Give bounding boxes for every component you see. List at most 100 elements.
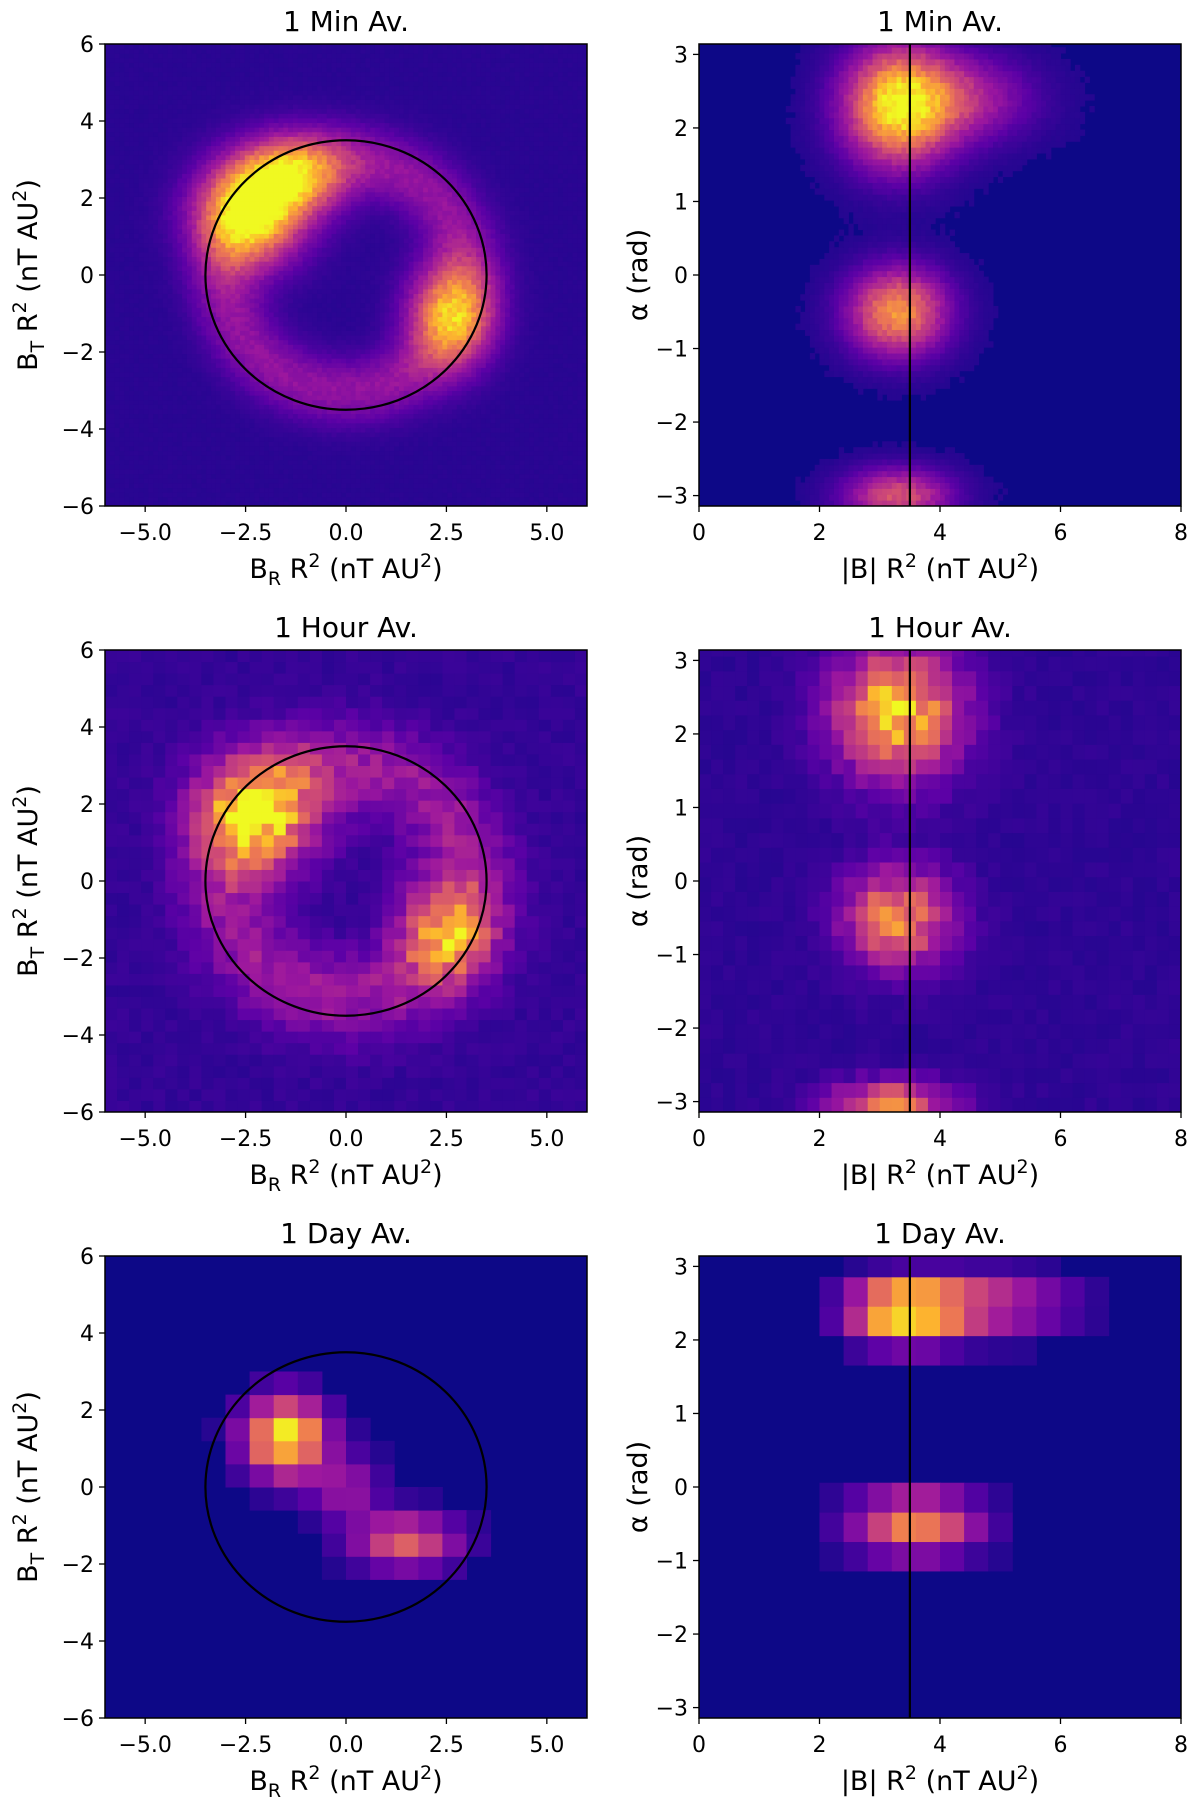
x-tick-label: 2.5 — [429, 1127, 464, 1152]
y-tick-label: −2 — [62, 1553, 94, 1578]
y-tick-label: 3 — [674, 1255, 688, 1280]
y-tick-label: −3 — [656, 1697, 688, 1722]
panel-p5: −5.0 −2.5 0.0 2.5 5.0 −6 −4 −2 0 2 4 6 1 Day Av. BR R… — [9, 1217, 588, 1802]
x-tick-label: 4 — [933, 1733, 947, 1758]
panel-title: 1 Day Av. — [280, 1217, 412, 1250]
x-tick-label: 5.0 — [529, 521, 564, 546]
x-tick-label: 0 — [692, 1733, 706, 1758]
y-tick-label: 3 — [674, 649, 688, 674]
y-tick-label: 0 — [80, 264, 94, 289]
panel-p3: −5.0 −2.5 0.0 2.5 5.0 −6 −4 −2 0 2 4 6 1 Hour Av. BR … — [9, 611, 588, 1196]
y-tick-label: 4 — [80, 716, 94, 741]
y-tick-label: −4 — [62, 1024, 94, 1049]
reference-circle — [204, 139, 488, 411]
y-tick-label: −4 — [62, 1630, 94, 1655]
y-tick-label: 3 — [674, 43, 688, 68]
y-tick-label: 0 — [674, 264, 688, 289]
y-axis-label: BT R2 (nT AU2) — [9, 1391, 49, 1583]
y-tick-label: 2 — [674, 1329, 688, 1354]
x-tick-label: 6 — [1054, 1733, 1068, 1758]
panel-p2: 0 2 4 6 8 −3 −2 −1 0 1 2 3 1 Min Av. |B| R2 (nT AU2) α… — [623, 5, 1188, 585]
y-axis-label: α (rad) — [623, 835, 654, 927]
panel-p1: −5.0 −2.5 0.0 2.5 5.0 −6 −4 −2 0 2 4 6 1 Min Av. BR R… — [9, 5, 588, 590]
x-axis-label: |B| R2 (nT AU2) — [841, 550, 1039, 585]
y-tick-label: −6 — [62, 1707, 94, 1732]
y-tick-label: −2 — [656, 1017, 688, 1042]
y-tick-label: −2 — [656, 411, 688, 436]
y-axis-label: α (rad) — [623, 1441, 654, 1533]
y-tick-label: 0 — [674, 1476, 688, 1501]
y-tick-label: 6 — [80, 1245, 94, 1270]
y-tick-label: 6 — [80, 33, 94, 58]
y-tick-label: −1 — [656, 1550, 688, 1575]
x-tick-label: 8 — [1174, 521, 1188, 546]
x-tick-label: −2.5 — [219, 521, 272, 546]
x-axis-label: BR R2 (nT AU2) — [249, 1762, 442, 1802]
panel-title: 1 Min Av. — [877, 5, 1003, 38]
x-axis-label: BR R2 (nT AU2) — [249, 550, 442, 590]
x-axis-label: |B| R2 (nT AU2) — [841, 1156, 1039, 1191]
panel-p4: 0 2 4 6 8 −3 −2 −1 0 1 2 3 1 Hour Av. |B| R2 (nT AU2)… — [623, 611, 1188, 1191]
x-tick-label: 0 — [692, 1127, 706, 1152]
y-tick-label: −3 — [656, 485, 688, 510]
y-tick-label: −2 — [62, 341, 94, 366]
panel-title: 1 Hour Av. — [274, 611, 418, 644]
y-tick-label: −3 — [656, 1091, 688, 1116]
x-tick-label: 4 — [933, 521, 947, 546]
heatmap-cells — [105, 650, 587, 1112]
y-tick-label: −2 — [62, 947, 94, 972]
x-tick-label: −2.5 — [219, 1127, 272, 1152]
heatmap-cells — [201, 1371, 492, 1580]
y-axis-label: BT R2 (nT AU2) — [9, 785, 49, 977]
x-tick-label: 0.0 — [329, 1733, 364, 1758]
x-tick-label: 4 — [933, 1127, 947, 1152]
y-tick-label: −6 — [62, 1101, 94, 1126]
x-tick-label: 8 — [1174, 1127, 1188, 1152]
x-tick-label: 6 — [1054, 521, 1068, 546]
x-axis-label: BR R2 (nT AU2) — [249, 1156, 442, 1196]
x-tick-label: −5.0 — [118, 1127, 171, 1152]
y-tick-label: 4 — [80, 1322, 94, 1347]
y-tick-label: 6 — [80, 639, 94, 664]
y-tick-label: 1 — [674, 796, 688, 821]
y-tick-label: −1 — [656, 944, 688, 969]
heatmap-cells — [785, 44, 1095, 506]
x-tick-label: 0.0 — [329, 521, 364, 546]
panel-p6: 0 2 4 6 8 −3 −2 −1 0 1 2 3 1 Day Av. |B| R2 (nT AU2) α… — [623, 1217, 1188, 1797]
x-tick-label: 8 — [1174, 1733, 1188, 1758]
y-tick-label: 1 — [674, 190, 688, 215]
y-tick-label: 1 — [674, 1402, 688, 1427]
heatmap-cells — [699, 650, 1181, 1112]
y-tick-label: 2 — [80, 1399, 94, 1424]
y-tick-label: 2 — [674, 117, 688, 142]
x-tick-label: 6 — [1054, 1127, 1068, 1152]
x-tick-label: 5.0 — [529, 1733, 564, 1758]
x-axis-label: |B| R2 (nT AU2) — [841, 1762, 1039, 1797]
x-tick-label: 5.0 — [529, 1127, 564, 1152]
x-tick-label: 2.5 — [429, 1733, 464, 1758]
y-tick-label: 4 — [80, 110, 94, 135]
x-tick-label: −5.0 — [118, 521, 171, 546]
y-axis-label: BT R2 (nT AU2) — [9, 179, 49, 371]
y-tick-label: 2 — [80, 793, 94, 818]
y-tick-label: −4 — [62, 418, 94, 443]
x-tick-label: 2 — [813, 1733, 827, 1758]
y-tick-label: −2 — [656, 1623, 688, 1648]
y-tick-label: 2 — [80, 187, 94, 212]
x-tick-label: 2.5 — [429, 521, 464, 546]
reference-circle — [204, 745, 488, 1017]
panel-title: 1 Day Av. — [874, 1217, 1006, 1250]
x-tick-label: 2 — [813, 521, 827, 546]
x-tick-label: 0.0 — [329, 1127, 364, 1152]
x-tick-label: −2.5 — [219, 1733, 272, 1758]
panel-title: 1 Hour Av. — [868, 611, 1012, 644]
x-tick-label: 2 — [813, 1127, 827, 1152]
y-axis-label: α (rad) — [623, 229, 654, 321]
x-tick-label: 0 — [692, 521, 706, 546]
y-tick-label: 0 — [80, 870, 94, 895]
panel-title: 1 Min Av. — [283, 5, 409, 38]
y-tick-label: 2 — [674, 723, 688, 748]
reference-circle — [204, 1351, 488, 1623]
x-tick-label: −5.0 — [118, 1733, 171, 1758]
